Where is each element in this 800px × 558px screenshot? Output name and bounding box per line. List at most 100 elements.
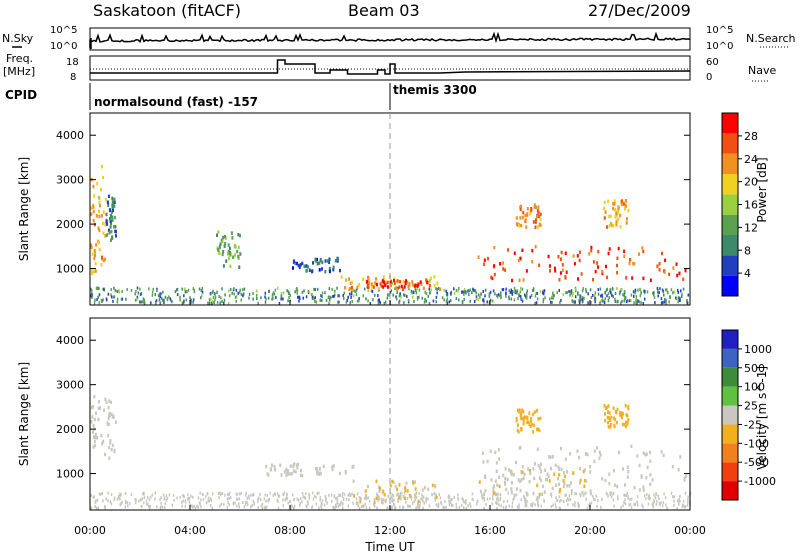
data-cell [537, 214, 540, 219]
data-cell [634, 288, 637, 292]
data-cell [608, 418, 611, 422]
data-cell [572, 254, 575, 258]
data-cell [529, 212, 532, 216]
data-cell [246, 496, 248, 500]
data-cell [124, 491, 127, 495]
data-cell [118, 497, 121, 501]
data-cell [113, 224, 116, 229]
data-cell [518, 293, 520, 297]
data-cell [140, 300, 143, 304]
data-cell [617, 497, 619, 501]
data-cell [296, 466, 299, 470]
data-cell [612, 206, 615, 211]
data-cell [596, 261, 599, 265]
data-cell [399, 494, 402, 498]
data-cell [626, 414, 629, 418]
data-cell [111, 443, 114, 448]
data-cell [349, 301, 351, 305]
data-cell [213, 301, 215, 305]
data-cell [505, 294, 507, 298]
data-cell [235, 299, 237, 303]
data-cell [90, 420, 93, 424]
data-cell [252, 291, 254, 295]
data-cell [646, 290, 649, 294]
data-cell [271, 295, 274, 299]
data-cell [457, 298, 460, 302]
data-cell [582, 469, 585, 474]
data-cell [628, 503, 630, 507]
data-cell [111, 236, 114, 240]
data-cell [140, 504, 143, 508]
data-cell [244, 500, 247, 504]
data-cell [127, 504, 129, 508]
data-cell [231, 291, 233, 295]
data-cell [541, 492, 544, 496]
data-cell [532, 288, 535, 292]
data-cell [404, 281, 407, 285]
data-cell [282, 504, 284, 508]
data-cell [179, 495, 181, 499]
data-cell [664, 258, 667, 263]
data-cell [569, 290, 572, 294]
data-cell [656, 264, 659, 269]
data-cell [279, 463, 282, 468]
data-cell [519, 413, 522, 417]
data-cell [380, 497, 383, 502]
data-cell [211, 300, 214, 304]
data-cell [218, 244, 221, 249]
data-cell [623, 501, 625, 505]
data-cell [577, 501, 579, 505]
data-cell [402, 279, 405, 284]
data-cell [110, 210, 113, 214]
data-cell [603, 200, 606, 205]
data-cell [495, 469, 498, 474]
data-cell [299, 468, 302, 473]
data-cell [425, 496, 427, 500]
data-cell [108, 399, 111, 403]
data-cell [483, 262, 486, 267]
data-cell [625, 494, 628, 498]
data-cell [631, 276, 634, 280]
data-cell [109, 438, 112, 443]
data-cell [547, 474, 550, 479]
data-cell [118, 495, 120, 499]
data-cell [362, 277, 365, 282]
data-cell [220, 492, 222, 496]
data-cell [668, 300, 670, 304]
data-cell [398, 299, 401, 303]
data-cell [538, 466, 541, 470]
data-cell [221, 239, 224, 244]
data-cell [382, 489, 385, 494]
data-cell [475, 295, 478, 299]
data-cell [617, 246, 620, 251]
data-cell [111, 295, 113, 299]
data-cell [278, 494, 281, 498]
data-cell [405, 279, 408, 283]
data-cell [126, 288, 128, 292]
data-cell [511, 292, 514, 296]
data-cell [542, 300, 544, 304]
data-cell [474, 289, 477, 293]
data-cell [421, 493, 423, 497]
data-cell [484, 488, 487, 493]
data-cell [98, 400, 101, 404]
data-cell [348, 492, 351, 496]
data-cell [321, 499, 324, 503]
data-cell [487, 256, 490, 261]
data-cell [612, 498, 615, 502]
data-cell [92, 423, 95, 428]
data-cell [274, 288, 277, 292]
nsearch-label: N.Search [746, 32, 796, 45]
y-tick-label: 1000 [56, 263, 84, 276]
data-cell [217, 492, 220, 496]
data-cell [103, 504, 106, 508]
data-cell [228, 246, 231, 251]
data-cell [528, 422, 531, 426]
data-cell [209, 297, 212, 301]
data-cell [560, 467, 563, 472]
colorbar-swatch [722, 481, 738, 500]
data-cell [513, 496, 515, 500]
data-cell [455, 505, 458, 509]
data-cell [112, 299, 114, 303]
data-cell [345, 497, 348, 501]
